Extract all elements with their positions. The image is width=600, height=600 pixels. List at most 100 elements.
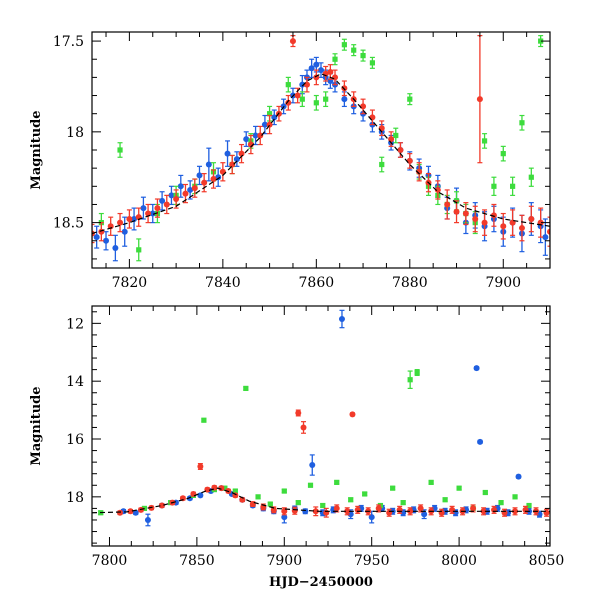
data-point: [318, 67, 324, 74]
data-point: [360, 103, 367, 110]
y-tick-label: 17.5: [53, 34, 84, 50]
y-tick-label: 14: [66, 374, 84, 390]
y-tick-label: 12: [66, 316, 84, 332]
data-point: [434, 186, 441, 193]
data-point: [396, 506, 403, 513]
data-point: [127, 508, 134, 515]
data-point: [197, 463, 204, 470]
data-point: [397, 147, 404, 153]
data-point: [302, 508, 309, 515]
data-point: [522, 506, 529, 513]
data-point: [267, 501, 273, 507]
data-point: [462, 210, 469, 217]
data-point: [190, 490, 197, 497]
data-point: [470, 505, 477, 512]
data-point: [538, 38, 544, 44]
data-point: [239, 496, 246, 503]
data-point: [320, 502, 326, 509]
data-point: [222, 485, 228, 491]
data-point: [243, 385, 249, 392]
data-point: [512, 494, 518, 500]
data-point: [140, 205, 147, 212]
x-tick-label: 7850: [179, 553, 215, 569]
y-tick-label: 18: [66, 490, 84, 506]
data-point: [281, 488, 287, 494]
data-point: [444, 201, 451, 208]
data-point: [309, 462, 316, 469]
data-point: [117, 219, 124, 226]
data-point: [281, 508, 288, 515]
data-point: [368, 514, 375, 521]
data-point: [477, 438, 484, 445]
data-point: [369, 60, 376, 66]
data-point: [400, 500, 406, 506]
data-point: [132, 509, 139, 516]
bottom-panel: 7800 7850 7900 7950 8000 8050 12 14 16 18 Magnitud…: [29, 305, 565, 590]
series-blue: [120, 309, 543, 527]
data-point: [500, 223, 507, 230]
data-point: [197, 492, 204, 499]
series-red: [116, 409, 550, 518]
data-point: [481, 138, 488, 144]
x-tick-label: 7800: [92, 553, 128, 569]
data-point: [149, 210, 156, 217]
data-point: [238, 150, 245, 157]
data-point: [112, 245, 119, 252]
data-point: [255, 494, 261, 500]
data-point: [407, 377, 413, 383]
data-point: [271, 114, 278, 121]
data-point: [126, 215, 133, 222]
data-point: [510, 183, 516, 189]
data-point: [233, 156, 240, 163]
data-point: [285, 82, 291, 88]
y-tick-label: 18: [66, 125, 84, 141]
data-point: [416, 168, 423, 175]
x-tick-label: 7900: [266, 553, 302, 569]
data-point: [117, 147, 123, 153]
x-tick-label: 8050: [529, 553, 565, 569]
data-point: [341, 96, 348, 103]
data-point: [375, 505, 382, 512]
data-point: [177, 183, 184, 190]
data-point: [257, 132, 264, 139]
x-tick-label: 7860: [299, 275, 335, 291]
data-point: [500, 151, 506, 157]
data-point: [93, 234, 100, 241]
data-point: [528, 174, 534, 180]
data-point: [414, 369, 420, 376]
data-point: [349, 411, 356, 418]
data-point: [210, 176, 217, 183]
data-point: [159, 197, 166, 204]
data-point: [196, 172, 203, 179]
data-point: [491, 183, 497, 189]
data-point: [229, 161, 236, 168]
top-panel: 7820 7840 7860 7880 7900 17.5 18 18.5 Magnitude: [29, 31, 551, 291]
data-point: [266, 121, 273, 128]
data-point: [224, 150, 231, 157]
data-point: [456, 485, 462, 491]
data-point: [163, 201, 170, 208]
data-point: [528, 215, 535, 222]
data-point: [285, 99, 292, 106]
data-point: [261, 121, 268, 128]
data-point: [116, 509, 123, 516]
series-green: [98, 369, 532, 516]
plot-frame: [91, 305, 551, 547]
data-point: [519, 120, 525, 126]
data-point: [338, 316, 345, 323]
data-point: [201, 179, 208, 186]
data-point: [362, 491, 368, 497]
data-point: [518, 225, 525, 232]
data-point: [515, 473, 522, 480]
x-tick-label: 7840: [205, 275, 241, 291]
data-point: [232, 488, 238, 494]
data-point: [136, 247, 142, 253]
data-point: [187, 186, 194, 193]
data-point: [289, 38, 296, 45]
data-point: [270, 506, 277, 513]
data-point: [294, 92, 301, 99]
data-point: [308, 65, 315, 72]
data-point: [300, 424, 307, 431]
data-point: [191, 185, 198, 192]
